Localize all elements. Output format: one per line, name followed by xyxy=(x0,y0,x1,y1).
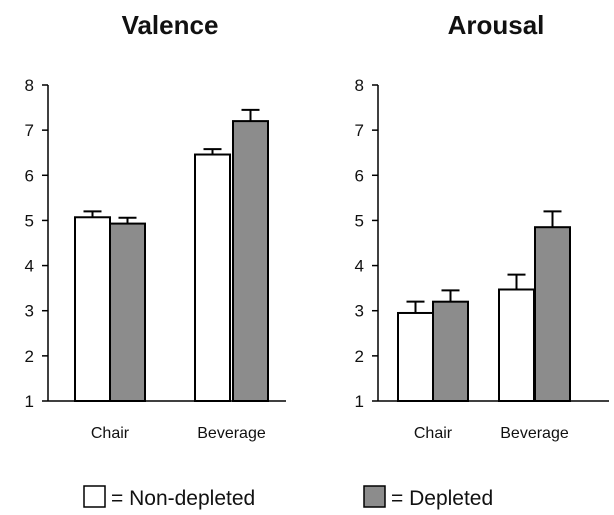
legend-label-depleted: = Depleted xyxy=(391,487,493,510)
x-tick-label-chair: Chair xyxy=(414,425,453,442)
legend-swatch-non-depleted xyxy=(83,485,106,508)
legend: = Non-depleted = Depleted xyxy=(83,485,493,510)
arousal-bar-beverage-non-depleted xyxy=(498,288,535,402)
y-tick-label: 3 xyxy=(25,302,34,321)
y-tick-label: 5 xyxy=(25,211,34,230)
y-tick-label: 7 xyxy=(355,121,364,140)
arousal-bar-beverage-depleted xyxy=(534,226,571,402)
y-tick-label: 3 xyxy=(355,302,364,321)
legend-label-non-depleted: = Non-depleted xyxy=(111,487,255,510)
valence-bar-chair-depleted xyxy=(109,222,146,402)
arousal-bar-chair-non-depleted xyxy=(397,311,434,403)
valence-bar-chair-non-depleted xyxy=(74,216,111,402)
y-tick-label: 1 xyxy=(25,392,34,411)
valence-bar-beverage-non-depleted xyxy=(194,153,231,402)
chart-title-arousal: Arousal xyxy=(448,10,545,40)
y-tick-label: 1 xyxy=(355,392,364,411)
y-tick-label: 2 xyxy=(25,347,34,366)
chart-panel-valence: 1 2 3 4 5 6 7 8 Chair Beverage xyxy=(25,76,286,442)
y-tick-label: 5 xyxy=(355,211,364,230)
y-tick-label: 2 xyxy=(355,347,364,366)
y-tick-label: 7 xyxy=(25,121,34,140)
chart-panel-arousal: 1 2 3 4 5 6 7 8 Chair Beverage xyxy=(355,76,609,442)
x-tick-label-beverage: Beverage xyxy=(500,425,569,442)
x-tick-label-beverage: Beverage xyxy=(197,425,266,442)
valence-bar-beverage-depleted xyxy=(232,120,269,402)
y-tick-label: 6 xyxy=(355,166,364,185)
y-tick-label: 8 xyxy=(355,76,364,95)
y-tick-label: 8 xyxy=(25,76,34,95)
arousal-bar-chair-depleted xyxy=(432,300,469,402)
x-tick-label-chair: Chair xyxy=(91,425,130,442)
y-tick-label: 4 xyxy=(355,257,364,276)
y-tick-label: 4 xyxy=(25,257,34,276)
y-tick-label: 6 xyxy=(25,166,34,185)
chart-title-valence: Valence xyxy=(122,10,219,40)
legend-swatch-depleted xyxy=(363,485,386,508)
